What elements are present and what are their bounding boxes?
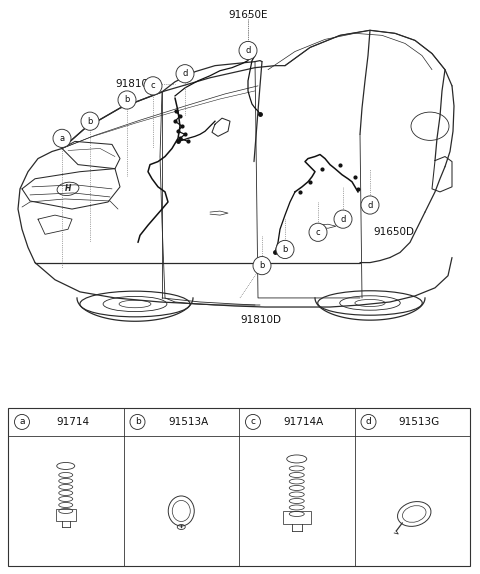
Text: a: a: [60, 134, 65, 143]
Circle shape: [276, 241, 294, 258]
Text: 91810D: 91810D: [240, 315, 281, 325]
Text: a: a: [19, 417, 25, 426]
Circle shape: [81, 112, 99, 130]
Circle shape: [245, 414, 261, 429]
Circle shape: [253, 257, 271, 275]
Text: c: c: [251, 417, 255, 426]
Text: b: b: [282, 245, 288, 254]
Text: 91650D: 91650D: [373, 227, 414, 237]
Text: b: b: [134, 417, 140, 426]
Text: b: b: [259, 261, 264, 270]
Circle shape: [144, 77, 162, 95]
Text: d: d: [245, 46, 251, 55]
Circle shape: [309, 223, 327, 242]
Text: H: H: [65, 184, 71, 193]
Text: 91650E: 91650E: [228, 10, 268, 20]
Circle shape: [130, 414, 145, 429]
Text: 91513A: 91513A: [168, 417, 208, 427]
Circle shape: [118, 91, 136, 109]
Text: c: c: [151, 82, 156, 90]
Circle shape: [361, 414, 376, 429]
Text: b: b: [87, 117, 93, 126]
Text: 91714A: 91714A: [284, 417, 324, 427]
Text: d: d: [182, 69, 188, 78]
Text: d: d: [367, 200, 372, 210]
Circle shape: [334, 210, 352, 228]
Text: 91513G: 91513G: [398, 417, 440, 427]
Circle shape: [53, 129, 71, 148]
Circle shape: [361, 196, 379, 214]
Circle shape: [14, 414, 29, 429]
Text: d: d: [340, 215, 346, 224]
Circle shape: [239, 41, 257, 60]
Bar: [56, 509, 76, 521]
Text: c: c: [316, 228, 320, 237]
Text: 91714: 91714: [56, 417, 89, 427]
Circle shape: [176, 65, 194, 83]
Text: 91810E: 91810E: [116, 79, 155, 89]
Text: d: d: [366, 417, 372, 426]
Bar: [283, 511, 311, 524]
Text: b: b: [124, 95, 130, 104]
